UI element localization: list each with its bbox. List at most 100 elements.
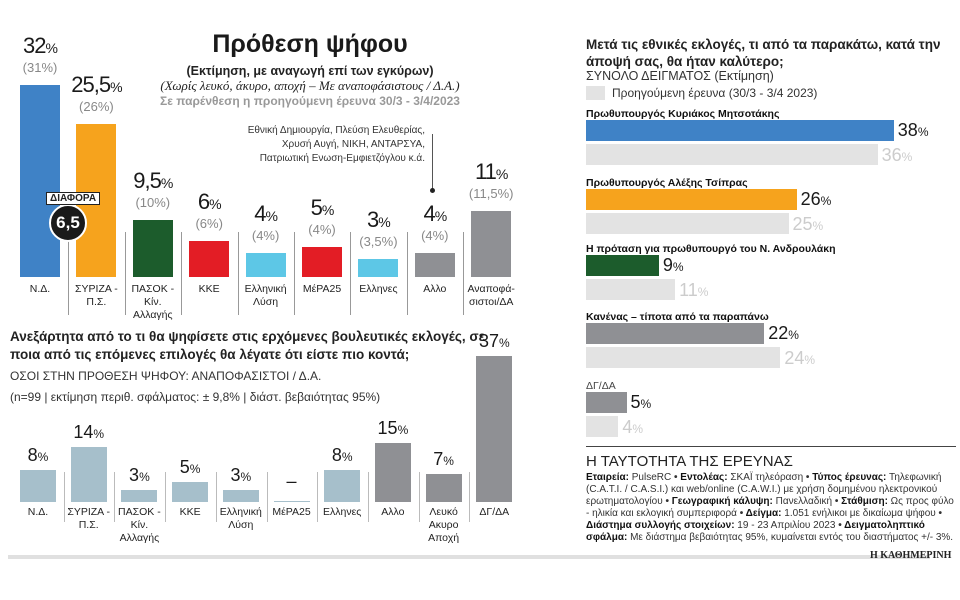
survey-details: Εταιρεία: PulseRC • Εντολέας: ΣΚΑΪ τηλεό… bbox=[586, 472, 954, 543]
previous-value-label: 36% bbox=[881, 145, 913, 165]
survey-field-value: ΣΚΑΪ τηλεόραση bbox=[727, 472, 804, 483]
category-label: ΣΥΡΙΖΑ - Π.Σ. bbox=[67, 506, 111, 531]
previous-bar bbox=[586, 416, 619, 437]
chart-previous-note: Σε παρένθεση η προηγούμενη έρευνα 30/3 -… bbox=[160, 94, 460, 108]
previous-value-label: 25% bbox=[792, 214, 824, 234]
value-label: 9% bbox=[662, 255, 684, 275]
value-label: 22% bbox=[768, 323, 799, 343]
value-label: 5% bbox=[630, 392, 652, 412]
category-label: Ν.Δ. bbox=[29, 283, 51, 295]
previous-value-label: (11,5%) bbox=[468, 186, 514, 201]
previous-value-label: (10%) bbox=[135, 195, 171, 210]
undecided-question: Ανεξάρτητα από το τι θα ψηφίσετε στις ερ… bbox=[10, 329, 486, 362]
chart-subtitle-italic: (Χωρίς λευκό, άκυρο, αποχή – Με αναποφάσ… bbox=[160, 78, 460, 93]
chart-subtitle: (Εκτίμηση, με αναγωγή επί των εγκύρων) bbox=[186, 64, 434, 78]
value-label: – bbox=[286, 471, 297, 491]
survey-field-value: Πανελλαδική bbox=[772, 496, 833, 507]
undecided-note: (n=99 | εκτίμηση περιθ. σφάλματος: ± 9,8… bbox=[10, 390, 381, 404]
diff-badge: 6,5 bbox=[49, 204, 87, 242]
value-label: 5% bbox=[310, 195, 335, 220]
survey-field-value: 1.051 ενήλικοι με δικαίωμα ψήφου bbox=[781, 508, 936, 519]
value-label: 3% bbox=[230, 465, 252, 486]
bar bbox=[586, 120, 894, 141]
column-separator bbox=[317, 472, 319, 522]
bar bbox=[172, 482, 209, 502]
other-parties-note: Εθνική Δημιουργία, Πλεύση Ελευθερίας, Χρ… bbox=[247, 125, 425, 164]
value-label: 3% bbox=[129, 465, 150, 486]
column-separator bbox=[418, 472, 420, 522]
value-label: 9,5% bbox=[133, 168, 173, 193]
previous-bar bbox=[586, 279, 676, 300]
column-separator bbox=[114, 472, 116, 522]
column-separator bbox=[463, 232, 465, 315]
bar bbox=[245, 253, 286, 277]
category-label: Αλλο bbox=[423, 283, 447, 295]
survey-field-value: Ως προς φύλο - ηλικία και εκλογική συμπε… bbox=[586, 496, 954, 519]
pm-question: Μετά τις εθνικές εκλογές, τι από τα παρα… bbox=[586, 37, 941, 69]
previous-bar bbox=[586, 213, 789, 234]
bar bbox=[302, 247, 342, 277]
column-separator bbox=[406, 232, 408, 315]
bar bbox=[586, 392, 627, 413]
bar bbox=[425, 474, 462, 502]
value-label: 3% bbox=[367, 207, 391, 232]
value-label: 38% bbox=[897, 120, 929, 140]
previous-value-label: (26%) bbox=[79, 99, 114, 114]
category-label: Λευκό Ακυρο Αποχή bbox=[428, 506, 460, 544]
column-separator bbox=[469, 472, 471, 522]
previous-value-label: (31%) bbox=[22, 60, 58, 75]
bar bbox=[70, 446, 107, 502]
category-label: Η πρόταση για πρωθυπουργό του Ν. Ανδρουλ… bbox=[586, 243, 836, 255]
survey-field-label: Εντολέας: bbox=[680, 472, 728, 483]
previous-value-label: 4% bbox=[622, 417, 644, 437]
survey-field-value: 19 - 23 Απριλίου 2023 bbox=[734, 520, 836, 531]
value-label: 5% bbox=[179, 457, 201, 478]
value-label: 11% bbox=[475, 159, 508, 184]
category-label: Ελληνες bbox=[359, 283, 398, 295]
value-label: 14% bbox=[73, 421, 105, 442]
bar bbox=[222, 490, 259, 502]
survey-field-label: Διάστημα συλλογής στοιχείων: bbox=[586, 520, 735, 531]
value-label: 25,5% bbox=[71, 72, 122, 97]
previous-value-label: (4%) bbox=[421, 228, 449, 243]
survey-title: Η ΤΑΥΤΟΤΗΤΑ ΤΗΣ ΕΡΕΥΝΑΣ bbox=[586, 453, 793, 470]
column-separator bbox=[350, 232, 352, 315]
category-label: ΚΚΕ bbox=[198, 283, 220, 295]
survey-field-label: Στάθμιση: bbox=[841, 496, 888, 507]
bar bbox=[586, 189, 797, 210]
bar bbox=[414, 253, 455, 277]
survey-field-value: Τηλεφωνική (C.A.T.I. / C.A.S.I.) και web… bbox=[586, 472, 942, 507]
value-label: 4% bbox=[254, 201, 278, 226]
note-pointer-line bbox=[432, 134, 433, 189]
column-separator bbox=[68, 232, 70, 315]
category-label: Ελληνες bbox=[323, 506, 362, 518]
column-separator bbox=[367, 472, 369, 522]
column-separator bbox=[181, 232, 183, 315]
bar bbox=[471, 211, 512, 277]
survey-field-label: Δειγματοληπτικό σφάλμα: bbox=[586, 520, 925, 543]
category-label: Πρωθυπουργός Αλέξης Τσίπρας bbox=[586, 177, 748, 189]
previous-value-label: (6%) bbox=[195, 216, 223, 231]
legend-swatch-previous bbox=[586, 86, 605, 100]
previous-value-label: (4%) bbox=[308, 222, 336, 237]
value-label: 4% bbox=[423, 201, 447, 226]
category-label: ΜέΡΑ25 bbox=[272, 506, 311, 518]
survey-field-label: Δείγμα: bbox=[745, 508, 782, 519]
category-label: ΚΚΕ bbox=[179, 506, 201, 518]
survey-field-value: Με διάστημα βεβαιότητας 95%, κυμαίνεται … bbox=[627, 532, 954, 543]
category-label: ΠΑΣΟΚ - Κίν. Αλλαγής bbox=[118, 506, 161, 544]
pm-subtitle: ΣΥΝΟΛΟ ΔΕΙΓΜΑΤΟΣ (Εκτίμηση) bbox=[586, 69, 774, 83]
value-label: 15% bbox=[377, 417, 409, 438]
previous-bar bbox=[586, 144, 878, 165]
survey-field-label: Γεωγραφική κάλυψη: bbox=[671, 496, 773, 507]
category-label: Ελληνική Λύση bbox=[244, 283, 287, 308]
previous-value-label: (3,5%) bbox=[359, 234, 398, 249]
survey-divider bbox=[586, 446, 956, 447]
column-separator bbox=[165, 472, 167, 522]
bottom-divider bbox=[8, 555, 930, 559]
bar bbox=[586, 323, 765, 344]
category-label: Κανένας – τίποτα από τα παραπάνω bbox=[586, 311, 769, 323]
note-pointer-dot bbox=[430, 188, 435, 193]
column-separator bbox=[266, 472, 268, 522]
category-label: Αναποφά- σιστοι/ΔΑ bbox=[467, 283, 515, 308]
